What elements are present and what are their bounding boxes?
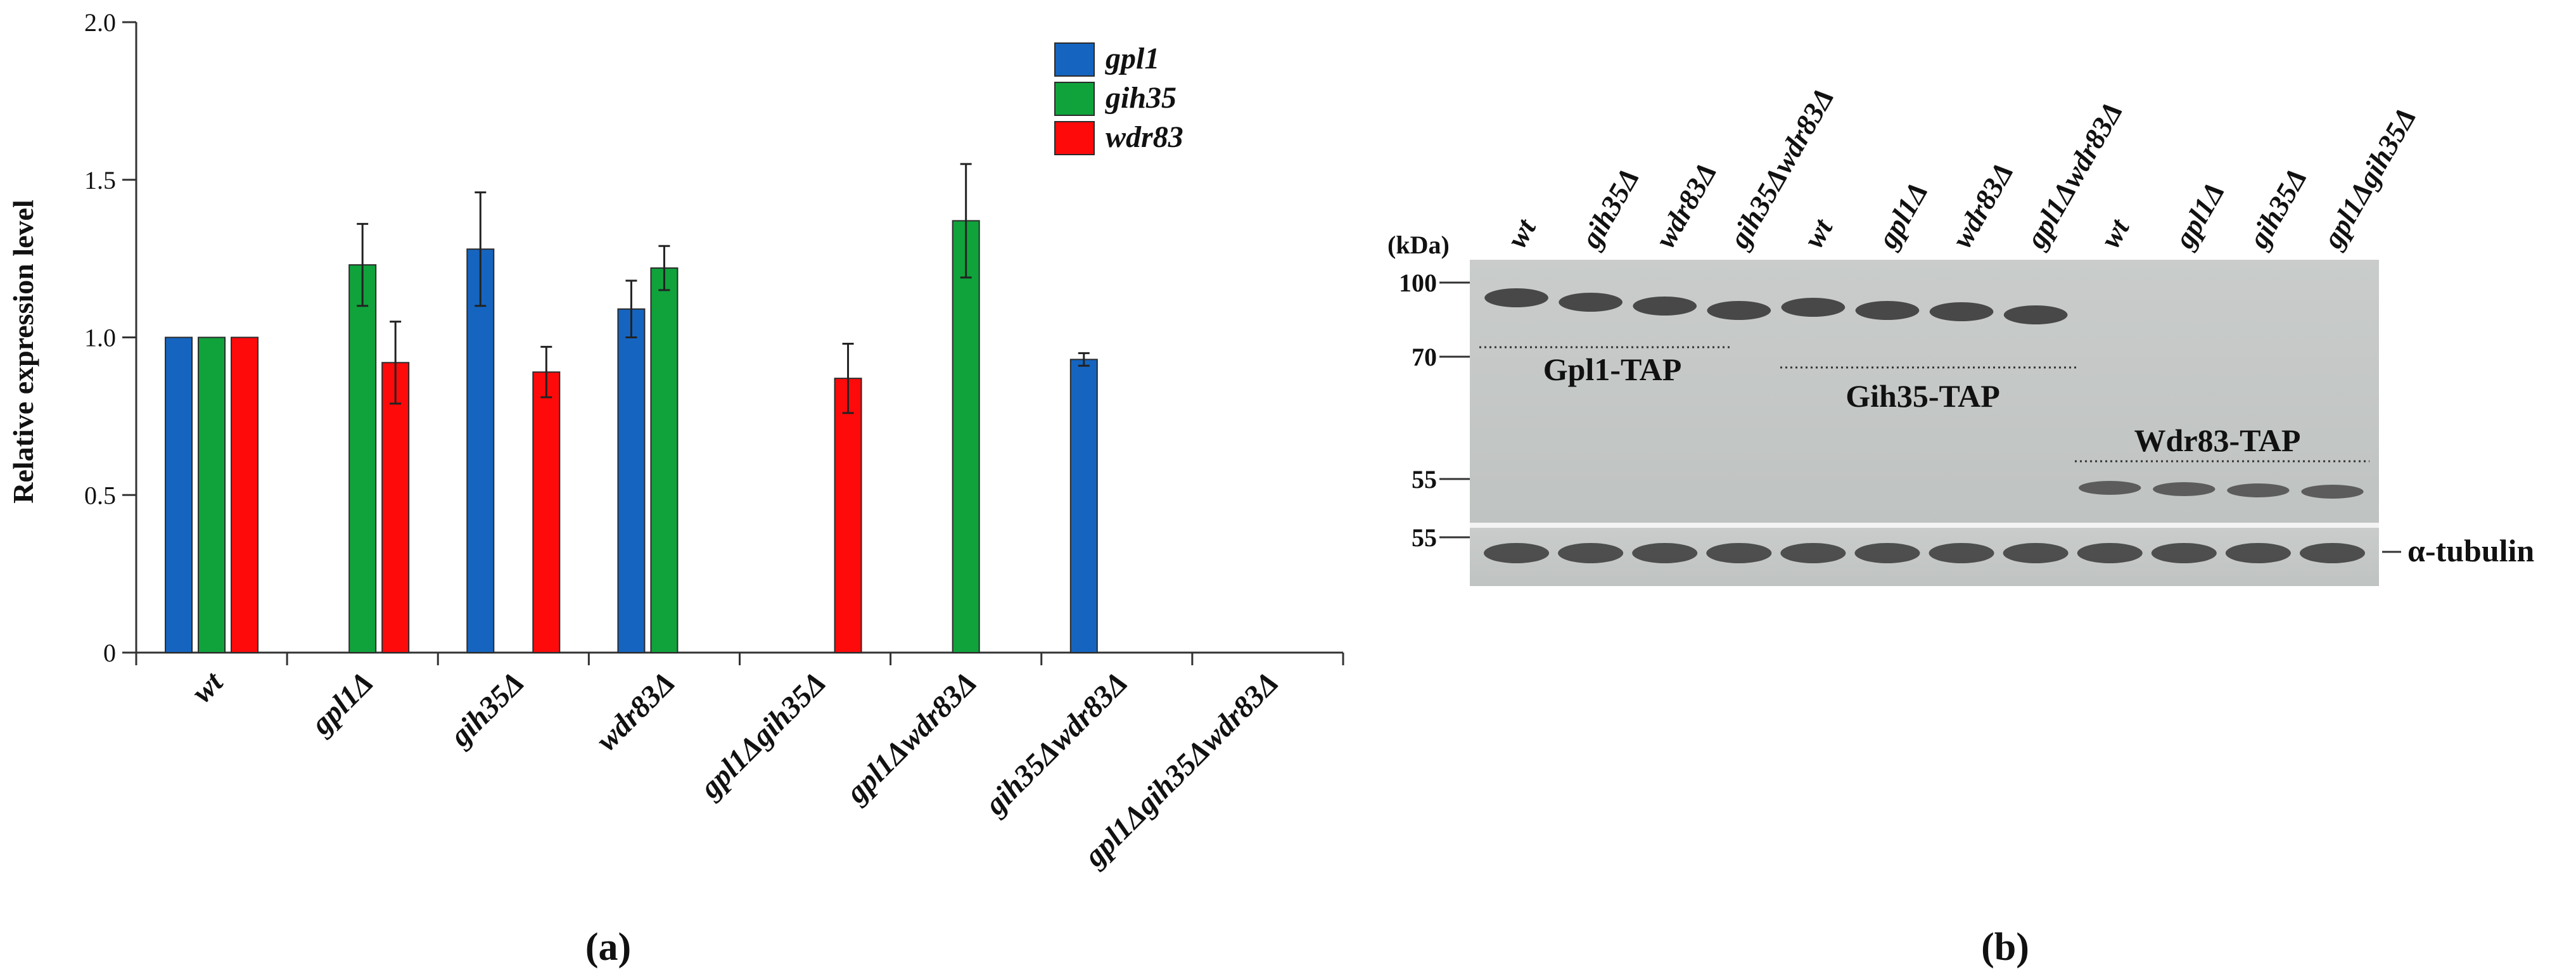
bar-gpl1-3 (617, 308, 646, 654)
x-tick-label: gpl1Δwdr83Δ (839, 665, 984, 810)
band-wdr83 (2079, 481, 2141, 495)
lane-label-9: gpl1Δ (2167, 177, 2231, 254)
bar-wdr83-0 (231, 336, 259, 653)
bar-gih35-0 (198, 336, 226, 653)
x-tick-label: wdr83Δ (590, 665, 682, 758)
y-tick-label: 1.0 (84, 324, 116, 352)
bar-series (165, 163, 1098, 654)
legend-swatch-gih35 (1054, 82, 1095, 116)
lane-label-8: wt (2094, 213, 2136, 253)
band-tubulin (1706, 543, 1772, 563)
x-tick-label: gpl1Δ (304, 665, 380, 741)
bar-wdr83-2 (532, 371, 561, 653)
blot-separator (1470, 523, 2379, 528)
x-tick-label: gih35Δwdr83Δ (978, 665, 1135, 822)
band-tubulin (1484, 543, 1550, 563)
kda-header: (kDa) (1387, 231, 1450, 259)
lane-label-6: wdr83Δ (1946, 157, 2020, 253)
band-tap (1559, 293, 1623, 312)
band-tubulin (1780, 543, 1846, 563)
gpl1-tap-label: Gpl1-TAP (1543, 352, 1682, 387)
lane-label-1: gih35Δ (1574, 163, 1646, 254)
marker-70: 70 (1412, 343, 1437, 371)
band-wdr83 (2227, 483, 2290, 497)
panel-label-a: (a) (585, 926, 631, 969)
y-axis-label: Relative expression level (7, 200, 39, 504)
panel-label-b: (b) (1981, 926, 2029, 969)
band-tubulin (2299, 543, 2365, 563)
band-tubulin (2003, 543, 2069, 563)
band-tap (1929, 302, 1994, 321)
lane-label-11: gpl1Δgih35Δ (2316, 102, 2422, 254)
legend-label-gpl1: gpl1 (1105, 42, 1159, 75)
y-tick-label: 1.5 (84, 166, 116, 195)
band-tubulin (1632, 543, 1698, 563)
legend-label-gih35: gih35 (1105, 81, 1176, 115)
blot-bands (1484, 288, 2365, 563)
y-tick-label: 0 (103, 639, 116, 667)
bar-gih35-5 (952, 220, 980, 653)
lane-label-4: wt (1797, 213, 1839, 253)
x-tick-label: gih35Δ (443, 665, 531, 753)
bar-gpl1-2 (466, 248, 495, 653)
lane-label-5: gpl1Δ (1871, 177, 1934, 254)
marker-55: 55 (1412, 465, 1437, 494)
x-axis-ticks: wt gpl1Δ gih35Δ wdr83Δ gpl1Δgih35Δ gpl1Δwdr83… (135, 653, 1344, 874)
bar-chart-panel: Relative expression level 00.51.01.52.0 … (7, 8, 1344, 969)
legend-label-wdr83: wdr83 (1106, 120, 1183, 154)
x-tick-label: gpl1Δgih35Δ (693, 665, 832, 805)
bar-gpl1-6 (1069, 359, 1098, 653)
band-tap (1707, 301, 1771, 320)
lane-label-0: wt (1500, 213, 1543, 253)
band-tubulin (1558, 543, 1624, 563)
gih35-tap-label: Gih35-TAP (1846, 378, 2000, 414)
band-wdr83 (2301, 485, 2364, 499)
y-axis-ticks: 0 0.5 1.0 1.5 2.0 (84, 8, 136, 667)
legend: gpl1 gih35 wdr83 (1054, 42, 1183, 155)
bar-wdr83-4 (834, 378, 862, 653)
band-tap (1633, 297, 1697, 316)
bar-wdr83-1 (381, 362, 410, 653)
marker-55-tubulin: 55 (1412, 523, 1437, 552)
band-tubulin (1929, 543, 1994, 563)
band-tap (2003, 305, 2068, 324)
x-tick-label: wt (185, 665, 230, 710)
tubulin-label: α-tubulin (2407, 533, 2534, 568)
bar-gpl1-0 (165, 336, 193, 653)
wdr83-tap-label: Wdr83-TAP (2134, 423, 2301, 458)
band-tubulin (2151, 543, 2217, 563)
band-tap (1484, 288, 1548, 307)
y-tick-label: 2.0 (84, 8, 116, 37)
band-tubulin (1854, 543, 1920, 563)
lane-label-2: wdr83Δ (1648, 157, 1723, 253)
y-tick-label: 0.5 (84, 481, 116, 509)
band-tap (1855, 301, 1920, 320)
band-tap (1781, 298, 1846, 317)
lane-label-10: gih35Δ (2241, 163, 2313, 254)
band-tubulin (2225, 543, 2291, 563)
band-wdr83 (2153, 482, 2216, 496)
legend-swatch-gpl1 (1054, 42, 1095, 77)
bar-gih35-1 (348, 264, 377, 653)
bar-gih35-3 (650, 267, 679, 653)
band-tubulin (2077, 543, 2143, 563)
blot-membrane-bottom (1470, 528, 2379, 586)
legend-swatch-wdr83 (1054, 121, 1095, 155)
marker-100: 100 (1399, 269, 1437, 297)
